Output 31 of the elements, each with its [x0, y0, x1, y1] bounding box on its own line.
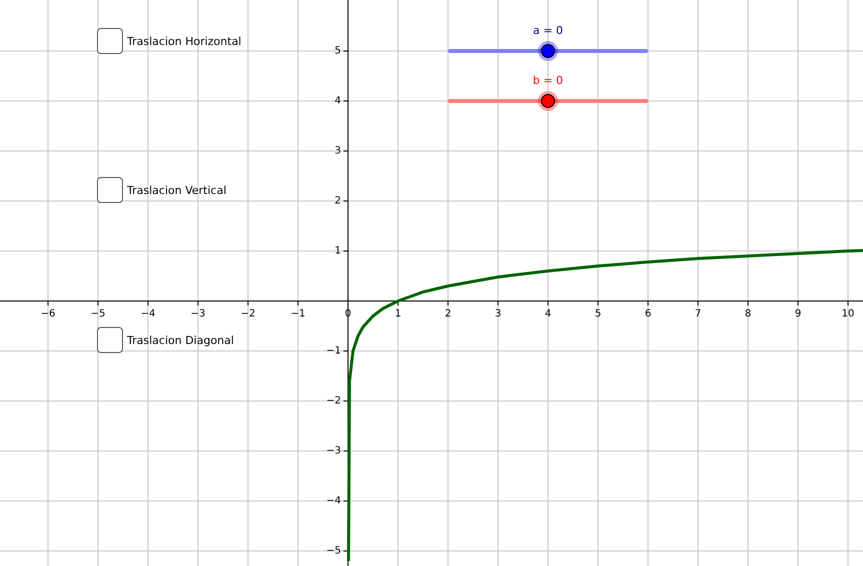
x-tick-label: −4 — [140, 308, 156, 320]
annotation: Traslacion Horizontal — [127, 34, 242, 48]
y-tick-label: 2 — [334, 196, 341, 207]
annotation: Traslacion Diagonal — [127, 334, 234, 346]
annotation: a = 0 — [533, 24, 563, 37]
x-tick-label: 2 — [444, 308, 452, 320]
y-tick-label: −3 — [326, 446, 341, 457]
y-tick-label: −4 — [326, 496, 341, 507]
x-tick-label: −3 — [190, 308, 206, 320]
y-tick-label: −5 — [326, 546, 341, 557]
x-tick-label: 6 — [644, 308, 652, 320]
x-tick-label: 5 — [594, 308, 602, 320]
x-tick-label: −1 — [290, 308, 306, 320]
y-tick-label: −1 — [326, 346, 341, 357]
annotation: b = 0 — [532, 74, 564, 87]
x-tick-label: 7 — [694, 308, 702, 320]
x-tick-label: 1 — [394, 308, 402, 320]
x-tick-label: −6 — [40, 308, 56, 320]
y-tick-label: 3 — [334, 146, 341, 157]
x-tick-label: 8 — [744, 308, 752, 320]
annotation: Traslacion Vertical — [127, 184, 226, 196]
x-tick-label: 10 — [842, 308, 854, 320]
x-tick-label: 9 — [794, 308, 802, 320]
x-tick-label: 4 — [544, 308, 552, 320]
y-tick-label: −2 — [326, 396, 341, 407]
x-tick-label: −2 — [240, 308, 256, 320]
y-tick-label: 1 — [334, 246, 341, 257]
x-tick-label: −5 — [90, 308, 106, 320]
x-tick-label: 3 — [494, 308, 502, 320]
y-tick-label: 5 — [334, 46, 341, 57]
y-tick-label: 4 — [334, 96, 341, 107]
